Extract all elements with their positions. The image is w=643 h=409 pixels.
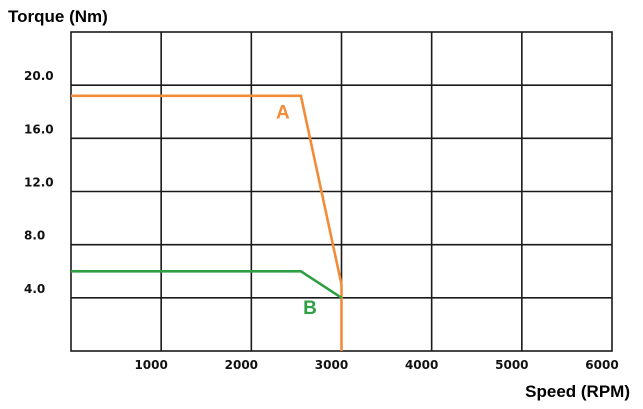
series-line-b [71,269,343,299]
x-axis-title: Speed (RPM) [525,382,630,401]
x-tick-label-6000: 6000 [585,358,618,372]
y-tick-label-4: 4.0 [24,282,45,296]
series-lines [71,94,343,351]
y-tick-label-16: 16.0 [24,122,54,136]
x-tick-label-3000: 3000 [315,358,348,372]
series-line-a [71,94,343,351]
curve-labels: AB [276,102,317,318]
y-tick-label-12: 12.0 [24,176,54,190]
curve-label-a: A [276,102,290,123]
x-tick-label-5000: 5000 [495,358,528,372]
x-tick-label-1000: 1000 [134,358,167,372]
x-tick-label-2000: 2000 [225,358,258,372]
y-tick-label-20: 20.0 [24,69,54,83]
x-tick-label-4000: 4000 [405,358,438,372]
y-tick-label-8: 8.0 [24,229,45,243]
tick-labels: 1000 2000 3000 4000 5000 6000 4.0 8.0 12.0 16.0 20… [24,69,619,372]
y-axis-title: Torque (Nm) [8,7,108,26]
curve-label-b: B [303,298,317,319]
